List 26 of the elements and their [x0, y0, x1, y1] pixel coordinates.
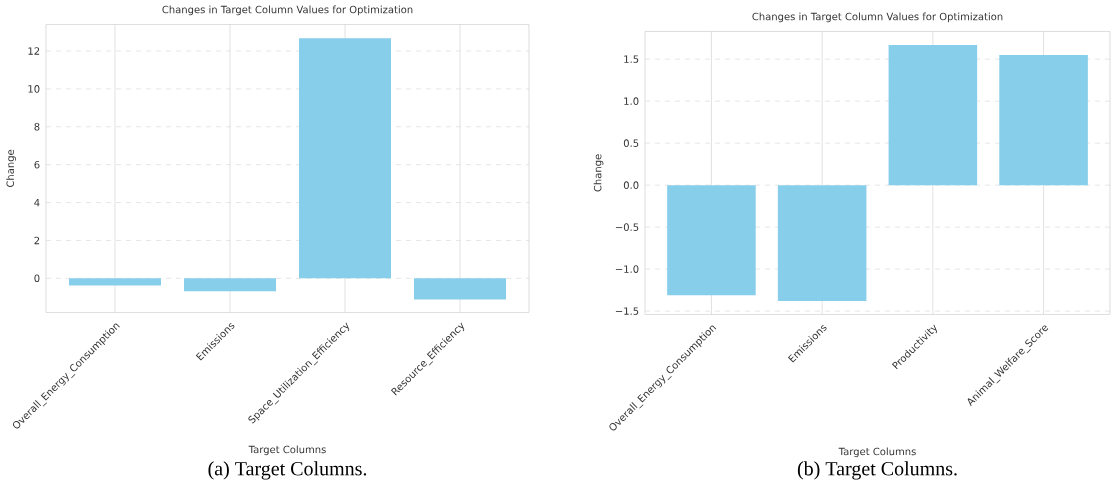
bar: [888, 44, 978, 185]
y-tick-label: 1.5: [624, 55, 639, 63]
text: (a) Target Columns.: [208, 461, 367, 480]
y-axis-title: Change: [593, 154, 604, 192]
y-axis-title: Change: [6, 149, 16, 187]
y-tick-label: 0.0: [623, 181, 639, 189]
y-tick-label: 10: [28, 84, 40, 93]
y-tick-label: 1.0: [624, 97, 639, 105]
y-tick-label: 2: [34, 236, 40, 244]
y-tick-label: 12: [28, 47, 40, 55]
chart-title: Changes in Target Column Values for Optimization: [162, 5, 413, 16]
y-tick-label: 4: [34, 198, 40, 206]
text: (b) Target Columns.: [797, 461, 957, 480]
y-tick-label: 8: [34, 122, 40, 131]
x-axis-title: Target Columns: [838, 447, 916, 457]
y-tick-label: −1.5: [615, 307, 639, 315]
y-tick-label: −1.0: [615, 265, 639, 273]
bar: [999, 54, 1088, 185]
y-tick-label: 0: [34, 274, 40, 282]
chart-title: Changes in Target Column Values for Optimization: [752, 12, 1003, 23]
bar: [777, 184, 867, 301]
y-tick-label: 0.5: [623, 139, 639, 147]
y-tick-label: −0.5: [615, 223, 639, 231]
x-axis-title: Target Columns: [248, 445, 326, 455]
bar: [667, 184, 756, 295]
y-tick-label: 6: [34, 160, 40, 169]
